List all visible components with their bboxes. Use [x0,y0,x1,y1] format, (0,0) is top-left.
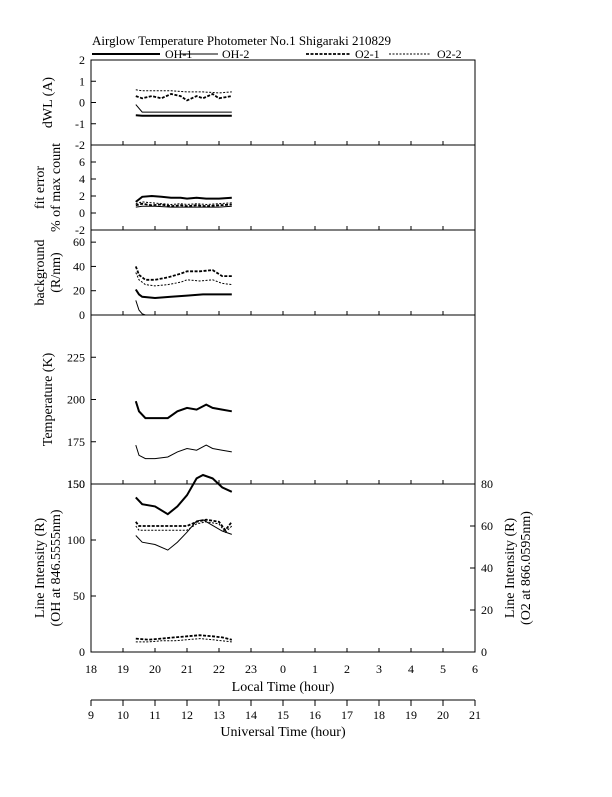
chart-panels: -2 -1 0 1 2 dWL (A)-2 0 2 4 6 fit error% of max co… [33,53,534,659]
y-tick-label-fit_error: 2 [79,189,85,203]
y-right-tick-label-line_intensity: 80 [481,477,493,491]
y-label-background: background [33,239,48,305]
y-right-tick-label-line_intensity: 40 [481,561,493,575]
local-tick-label: 3 [376,662,382,676]
y-tick-label-temperature: 200 [67,393,85,407]
ut-tick-label: 14 [245,708,257,722]
ut-tick-label: 19 [405,708,417,722]
panel-frame-background [91,230,475,315]
local-tick-label: 18 [85,662,97,676]
universal-time-axis: 9 10 11 12 13 14 15 16 17 18 19 20 21 [88,700,481,722]
y-tick-label-background: 60 [73,235,85,249]
local-tick-label: 23 [245,662,257,676]
y-tick-label-background: 40 [73,259,85,273]
ut-tick-label: 11 [149,708,161,722]
ut-tick-label: 16 [309,708,321,722]
legend-label-o2-2: O2-2 [437,47,462,61]
y-label-dwl: dWL (A) [41,77,56,129]
local-tick-label: 22 [213,662,225,676]
local-tick-label: 5 [440,662,446,676]
legend-label-o2-1: O2-1 [355,47,380,61]
series-temperature-oh-1 [136,401,232,418]
y-tick-label-fit_error: 0 [79,206,85,220]
local-tick-label: 19 [117,662,129,676]
series-temperature-oh-2 [136,445,232,459]
local-time-axis-label: Local Time (hour) [232,680,335,695]
ut-tick-label: 18 [373,708,385,722]
ut-tick-label: 13 [213,708,225,722]
panel-background: 0 20 40 60 background(R/nm) [33,230,475,322]
ut-tick-label: 10 [117,708,129,722]
series-line_intensity-o2-2 [136,522,232,533]
y-label-line_intensity: Line Intensity (R) [33,518,48,619]
series-background-oh-2 [136,300,232,315]
series-dwl-o2-2 [136,90,232,93]
local-tick-label: 21 [181,662,193,676]
series-background-o2-1 [136,266,232,279]
series-line_intensity-oh-2 [136,520,232,550]
panel-dwl: -2 -1 0 1 2 dWL (A) [41,53,475,152]
y-tick-label-temperature: 175 [67,435,85,449]
y-tick-label-line_intensity: 0 [79,645,85,659]
y-label-background: (R/nm) [49,252,64,293]
ut-tick-label: 20 [437,708,449,722]
y-tick-label-dwl: 2 [79,53,85,67]
ut-tick-label: 9 [88,708,94,722]
panel-temperature: 150 175 200 225 Temperature (K) [41,315,475,491]
y-tick-label-dwl: 0 [79,96,85,110]
local-tick-label: 0 [280,662,286,676]
y-tick-label-line_intensity: 150 [67,477,85,491]
panel-frame-line_intensity [91,484,475,652]
series-fit_error-oh-2 [136,206,232,207]
y-tick-label-fit_error: 4 [79,172,85,186]
y-tick-label-dwl: -2 [75,138,85,152]
y-tick-label-temperature: 225 [67,350,85,364]
chart-title: Airglow Temperature Photometer No.1 Shig… [92,33,391,48]
ut-tick-label: 15 [277,708,289,722]
ut-tick-label: 12 [181,708,193,722]
y-tick-label-fit_error: 6 [79,155,85,169]
series-fit_error-oh-1 [136,196,232,202]
ut-tick-label: 21 [469,708,481,722]
universal-time-axis-label: Universal Time (hour) [220,725,346,740]
series-line_intensity-oh-1-o2-band- [136,635,232,640]
local-tick-label: 4 [408,662,414,676]
series-fit_error-o2-2 [136,202,232,205]
y-tick-label-dwl: 1 [79,74,85,88]
y-label-temperature: Temperature (K) [41,352,56,446]
y-right-tick-label-line_intensity: 20 [481,603,493,617]
local-tick-label: 6 [472,662,478,676]
y-label-line_intensity: (OH at 846.5555nm) [49,509,64,626]
series-background-o2-2 [136,273,232,286]
y-right-label-line_intensity: Line Intensity (R) [503,518,518,619]
series-dwl-o2-1 [136,94,232,100]
y-right-label-line_intensity: (O2 at 866.0595nm) [519,511,534,625]
y-tick-label-line_intensity: 100 [67,533,85,547]
local-tick-label: 1 [312,662,318,676]
y-tick-label-line_intensity: 50 [73,589,85,603]
series-line_intensity-oh-1 [136,475,232,514]
y-right-tick-label-line_intensity: 60 [481,519,493,533]
y-label-fit_error: fit error [33,166,48,209]
legend-label-oh-2: OH-2 [222,47,249,61]
y-right-tick-label-line_intensity: 0 [481,645,487,659]
local-tick-label: 2 [344,662,350,676]
series-background-oh-1 [136,290,232,299]
ut-tick-label: 17 [341,708,353,722]
y-tick-label-background: 20 [73,284,85,298]
y-label-fit_error: % of max count [49,143,64,232]
panel-frame-dwl [91,60,475,145]
series-dwl-oh-2 [136,105,232,113]
local-tick-label: 20 [149,662,161,676]
y-tick-label-dwl: -1 [75,117,85,131]
y-tick-label-background: 0 [79,308,85,322]
panel-frame-fit_error [91,145,475,230]
